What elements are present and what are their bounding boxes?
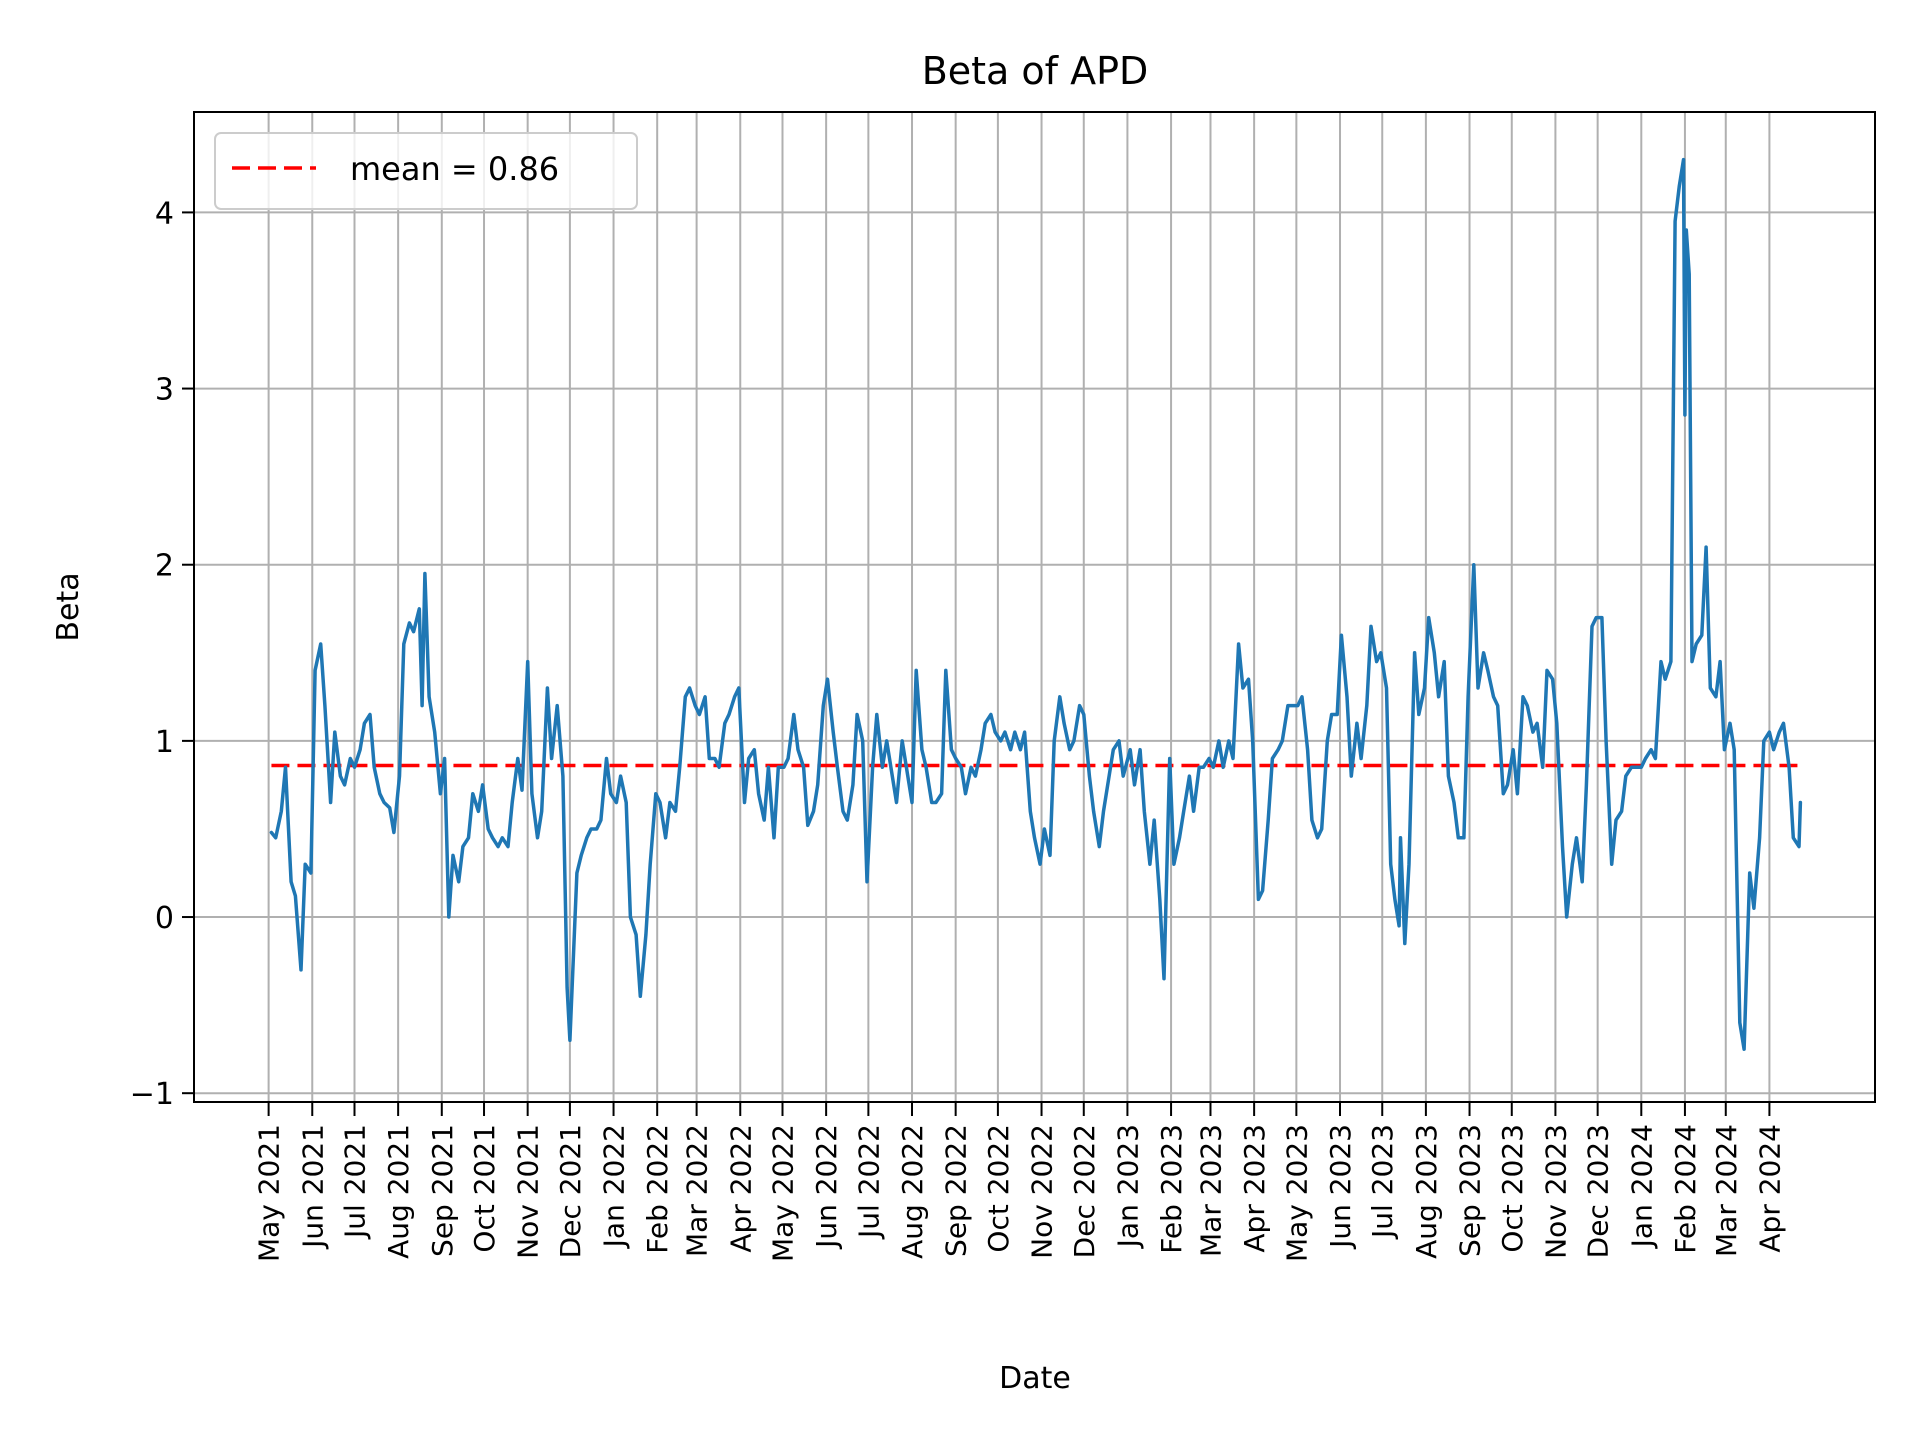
x-tick-label: Apr 2024 xyxy=(1753,1124,1786,1253)
x-tick-label: Mar 2024 xyxy=(1710,1124,1743,1257)
x-tick-label: Dec 2021 xyxy=(554,1124,587,1258)
x-tick-label: Sep 2022 xyxy=(940,1124,973,1257)
x-tick-label: Nov 2022 xyxy=(1026,1124,1059,1259)
x-tick-label: Jan 2024 xyxy=(1625,1124,1658,1249)
legend: mean = 0.86 xyxy=(214,132,638,210)
x-tick-label: Jan 2022 xyxy=(598,1124,631,1249)
x-tick-label: May 2022 xyxy=(766,1124,799,1262)
y-tick-label: 0 xyxy=(155,901,174,936)
x-tick-label: Aug 2021 xyxy=(382,1124,415,1259)
x-tick-label: Oct 2022 xyxy=(982,1124,1015,1253)
legend-box xyxy=(214,132,638,210)
x-tick-label: Sep 2023 xyxy=(1454,1124,1487,1257)
chart-title: Beta of APD xyxy=(922,49,1149,93)
x-tick-label: Jul 2022 xyxy=(852,1124,885,1240)
x-tick-label: Nov 2023 xyxy=(1539,1124,1572,1259)
axes-frame xyxy=(193,111,1876,1103)
x-tick-label: Dec 2022 xyxy=(1068,1124,1101,1258)
x-tick-label: Aug 2023 xyxy=(1410,1124,1443,1259)
x-tick-label: Apr 2022 xyxy=(724,1124,757,1253)
y-tick-label: 4 xyxy=(155,196,174,231)
x-tick-label: Feb 2024 xyxy=(1669,1124,1702,1254)
x-tick-label: Jul 2023 xyxy=(1366,1124,1399,1240)
x-tick-label: Dec 2023 xyxy=(1582,1124,1615,1258)
x-tick-label: Feb 2023 xyxy=(1155,1124,1188,1254)
x-tick-label: Sep 2021 xyxy=(426,1124,459,1257)
x-tick-label: Oct 2023 xyxy=(1496,1124,1529,1253)
x-tick-label: Jun 2022 xyxy=(810,1124,843,1250)
x-tick-label: Jan 2023 xyxy=(1111,1124,1144,1249)
x-tick-label: Jul 2021 xyxy=(338,1124,371,1240)
y-tick-label: 2 xyxy=(155,549,174,584)
x-tick-label: Jun 2021 xyxy=(296,1124,329,1250)
x-tick-label: Jun 2023 xyxy=(1324,1124,1357,1250)
x-tick-label: Apr 2023 xyxy=(1238,1124,1271,1253)
y-axis-label: Beta xyxy=(51,572,86,641)
beta-series-line xyxy=(269,157,1803,1051)
x-axis-label: Date xyxy=(999,1361,1071,1396)
x-tick-label: Feb 2022 xyxy=(641,1124,674,1254)
y-tick-label: 3 xyxy=(155,373,174,408)
x-tick-label: May 2021 xyxy=(253,1124,286,1262)
x-axis-ticks: May 2021 Jun 2021 Jul 2021 Aug 2021 Sep 2021… xyxy=(253,1102,1786,1262)
y-tick-label: 1 xyxy=(155,725,174,760)
x-tick-label: Mar 2022 xyxy=(681,1124,714,1257)
x-tick-label: May 2023 xyxy=(1280,1124,1313,1262)
x-tick-label: Oct 2021 xyxy=(468,1124,501,1253)
x-tick-label: Aug 2022 xyxy=(896,1124,929,1259)
y-tick-label: −1 xyxy=(130,1077,174,1112)
y-axis-ticks: −1 0 1 2 3 4 xyxy=(130,196,194,1112)
x-tick-label: Mar 2023 xyxy=(1194,1124,1227,1257)
grid-lines xyxy=(194,112,1875,1102)
legend-mean-label: mean = 0.86 xyxy=(350,150,559,188)
x-tick-label: Nov 2021 xyxy=(512,1124,545,1259)
